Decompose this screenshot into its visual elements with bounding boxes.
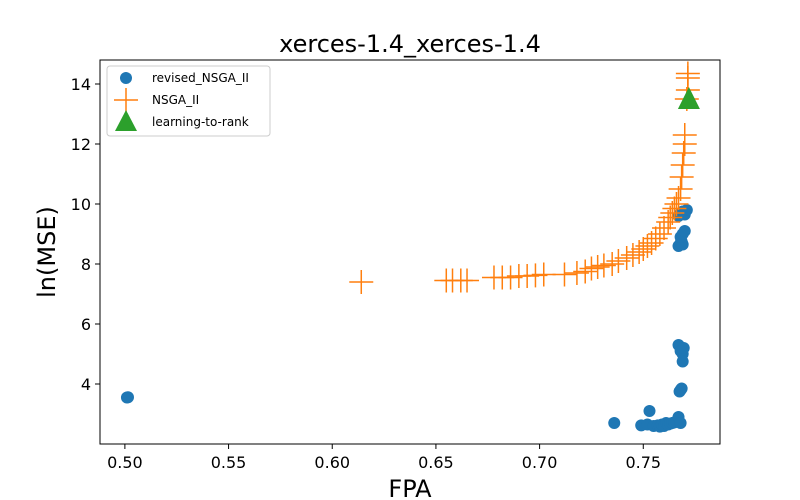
point-nsga-ii (531, 262, 556, 287)
point-revised-nsga-ii (643, 405, 656, 417)
chart-title: xerces-1.4_xerces-1.4 (279, 30, 541, 58)
point-nsga-ii (670, 153, 695, 177)
point-revised-nsga-ii (674, 417, 687, 429)
point-revised-nsga-ii (121, 391, 134, 404)
point-revised-nsga-ii (676, 355, 689, 368)
y-tick-label: 12 (71, 135, 91, 154)
legend-box (106, 65, 271, 137)
x-axis-ticks: 0.50 0.55 0.60 0.65 0.70 0.75 (107, 444, 661, 472)
y-axis-label: ln(MSE) (33, 206, 61, 298)
y-tick-label: 14 (71, 75, 91, 94)
point-nsga-ii (671, 141, 696, 165)
point-nsga-ii (552, 262, 577, 287)
y-tick-label: 4 (81, 375, 91, 394)
point-nsga-ii (660, 201, 685, 225)
point-revised-nsga-ii (678, 225, 691, 237)
point-revised-nsga-ii (677, 342, 690, 354)
point-revised-nsga-ii (675, 382, 688, 395)
point-nsga-ii (349, 270, 374, 294)
legend-marker-revised-nsga-ii (120, 72, 132, 84)
x-tick-label: 0.55 (211, 453, 247, 472)
y-tick-label: 6 (81, 315, 91, 334)
point-nsga-ii (664, 192, 689, 216)
series-nsga-ii (349, 61, 700, 294)
legend-label-learning-to-rank: learning-to-rank (152, 115, 249, 129)
point-nsga-ii (666, 186, 691, 210)
point-nsga-ii (656, 210, 681, 234)
point-learning-to-rank (677, 87, 700, 109)
axes-frame (99, 59, 721, 445)
point-nsga-ii (579, 256, 604, 281)
point-nsga-ii (585, 255, 610, 279)
legend-label-revised-nsga-ii: revised_NSGA_II (152, 71, 249, 85)
point-nsga-ii (455, 268, 480, 293)
point-nsga-ii (662, 196, 687, 221)
legend-label-nsga-ii: NSGA_II (152, 93, 199, 107)
point-nsga-ii (573, 259, 598, 284)
x-tick-label: 0.75 (625, 453, 661, 472)
x-tick-label: 0.70 (522, 453, 558, 472)
point-revised-nsga-ii (608, 417, 621, 429)
point-nsga-ii (652, 216, 677, 240)
x-tick-label: 0.65 (418, 453, 454, 472)
point-revised-nsga-ii (680, 204, 693, 216)
y-tick-label: 10 (71, 195, 91, 214)
point-nsga-ii (600, 252, 625, 276)
point-nsga-ii (675, 61, 700, 86)
point-nsga-ii (620, 243, 645, 267)
legend: revised_NSGA_II NSGA_II learning-to-rank (106, 65, 271, 137)
point-nsga-ii (669, 165, 694, 189)
series-learning-to-rank (677, 87, 700, 109)
y-axis-ticks: 4 6 8 10 12 14 (71, 75, 100, 394)
point-nsga-ii (668, 177, 693, 201)
point-nsga-ii (658, 205, 683, 230)
x-tick-label: 0.50 (107, 453, 143, 472)
x-tick-label: 0.60 (314, 453, 350, 472)
point-nsga-ii (614, 246, 639, 270)
point-nsga-ii (672, 123, 697, 147)
x-axis-label: FPA (388, 475, 432, 500)
legend-marker-learning-to-rank (115, 110, 137, 131)
data-points (120, 61, 700, 433)
legend-marker-nsga-ii (114, 88, 138, 112)
y-tick-label: 8 (81, 255, 91, 274)
